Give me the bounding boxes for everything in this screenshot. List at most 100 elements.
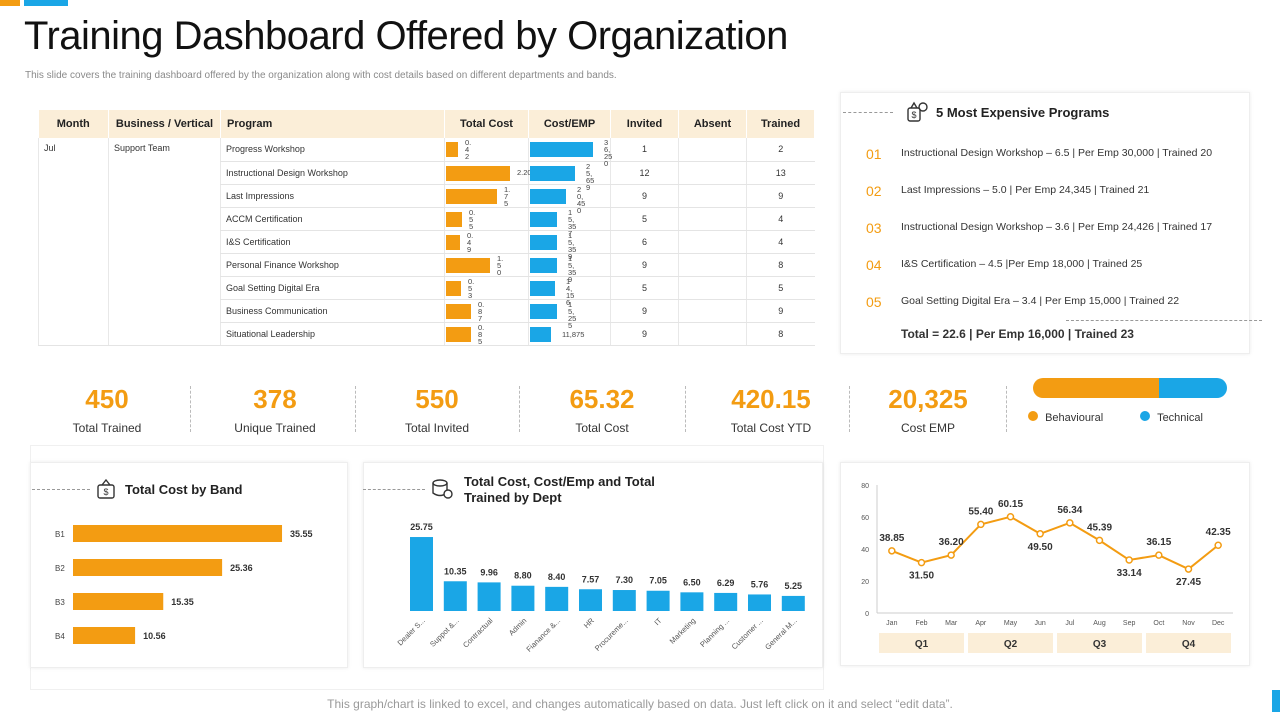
kpi-divider [685,386,686,432]
line-value-label: 45.39 [1087,522,1112,533]
rank-number: 05 [866,294,882,310]
line-point[interactable] [1184,565,1193,573]
dept-bar[interactable] [545,586,569,611]
cost-cell: 0. 4 9 [444,230,529,254]
dept-category-label: Suppot &... [428,616,461,649]
dept-value-label: 7.05 [649,576,667,586]
dashed-connector [32,489,90,490]
line-point[interactable] [977,520,985,529]
dept-value-label: 6.50 [683,577,701,587]
cost-bar [446,165,510,181]
trained-cell: 8 [746,322,815,346]
dept-category-label: General M... [763,616,799,652]
cost-cell: 0. 5 3 [444,276,529,300]
dept-category-label: Fianance &... [524,616,562,654]
column-header[interactable]: Cost/EMP [528,110,611,138]
line-point[interactable] [1155,551,1163,559]
dept-bar[interactable] [511,585,535,611]
rank-number: 03 [866,220,882,236]
cost-label: 1. 5 0 [497,253,504,277]
band-chart-title: Total Cost by Band [125,482,243,497]
trained-cell: 5 [746,276,815,300]
line-point[interactable] [1125,556,1133,564]
line-point[interactable] [947,551,955,559]
x-tick-label: Feb [915,620,927,627]
dept-value-label: 25.75 [410,522,433,532]
dept-bar[interactable] [410,537,433,611]
trained-cell: 4 [746,207,815,231]
line-point[interactable] [1036,530,1044,538]
dept-bar[interactable] [781,595,805,611]
training-table: Month Business / Vertical Program Total … [38,110,815,346]
legend-behavioural: Behavioural [1028,411,1103,424]
expensive-total: Total = 22.6 | Per Emp 16,000 | Trained … [901,327,1134,341]
column-header[interactable]: Month [38,110,109,138]
invited-cell: 5 [610,276,679,300]
coins-icon [430,477,454,501]
table-row[interactable]: Jul Support Team Progress Workshop 0. 4 2 36… [38,138,815,346]
column-header[interactable]: Program [220,110,445,138]
absent-cell [678,299,747,323]
column-header[interactable]: Absent [678,110,747,138]
band-bar[interactable] [73,525,283,542]
column-header[interactable]: Total Cost [444,110,529,138]
dept-category-label: IT [652,616,663,627]
quarter-label: Q3 [1093,639,1107,650]
line-point[interactable] [1214,541,1222,549]
line-point[interactable] [1006,513,1015,521]
y-tick-label: 0 [865,611,869,618]
dept-bar[interactable] [477,582,501,611]
column-header[interactable]: Invited [610,110,679,138]
dept-value-label: 5.76 [751,579,769,589]
band-bar[interactable] [73,593,164,610]
line-point[interactable] [1066,519,1074,527]
money-bag-icon: $ [905,100,929,124]
dept-bar[interactable] [748,594,771,611]
line-point[interactable] [917,558,926,567]
line-point[interactable] [1095,536,1104,545]
kpi-divider [849,386,850,432]
column-header[interactable]: Business / Vertical [108,110,221,138]
cost-label: 0. 5 3 [468,276,475,300]
kpi-divider [355,386,356,432]
trained-cell: 8 [746,253,815,277]
band-bar[interactable] [73,627,136,644]
band-bar[interactable] [73,559,223,576]
money-bag-icon: $ [94,477,118,501]
invited-cell: 9 [610,299,679,323]
table-row[interactable]: Situational Leadership 0. 8 5 11,875 9 8 [39,322,815,346]
line-point[interactable] [888,547,896,555]
dept-chart: 25.75 Dealer S... 10.35 Suppot &... 9.96 Cont… [395,522,805,654]
table-row[interactable]: Instructional Design Workshop 2.20 25, 65 … [39,161,815,191]
program-cell: I&S Certification [220,230,445,254]
dept-bar[interactable] [443,581,467,611]
quarter-band [1057,633,1142,653]
cost-emp-label: 11,875 [562,329,585,339]
line-value-label: 56.34 [1057,505,1082,516]
dept-bar[interactable] [646,590,670,611]
cost-bar [446,188,497,204]
technical-segment [1159,378,1227,398]
band-value-label: 25.36 [230,563,253,573]
vertical-cell: Support Team [108,138,221,346]
x-tick-label: Jul [1065,620,1074,627]
quarter-label: Q1 [915,639,929,650]
dept-bar[interactable] [680,592,704,611]
x-tick-label: Oct [1153,620,1164,627]
column-header[interactable]: Trained [746,110,815,138]
dept-value-label: 8.40 [548,572,566,582]
dept-bar[interactable] [714,592,738,611]
absent-cell [678,184,747,208]
behavioural-segment [1033,378,1160,398]
dept-bar[interactable] [579,589,602,611]
dept-chart-card [363,462,823,668]
cost-label: 1. 7 5 [504,184,511,208]
dept-bar[interactable] [612,590,636,611]
band-category-label: B4 [55,632,65,641]
